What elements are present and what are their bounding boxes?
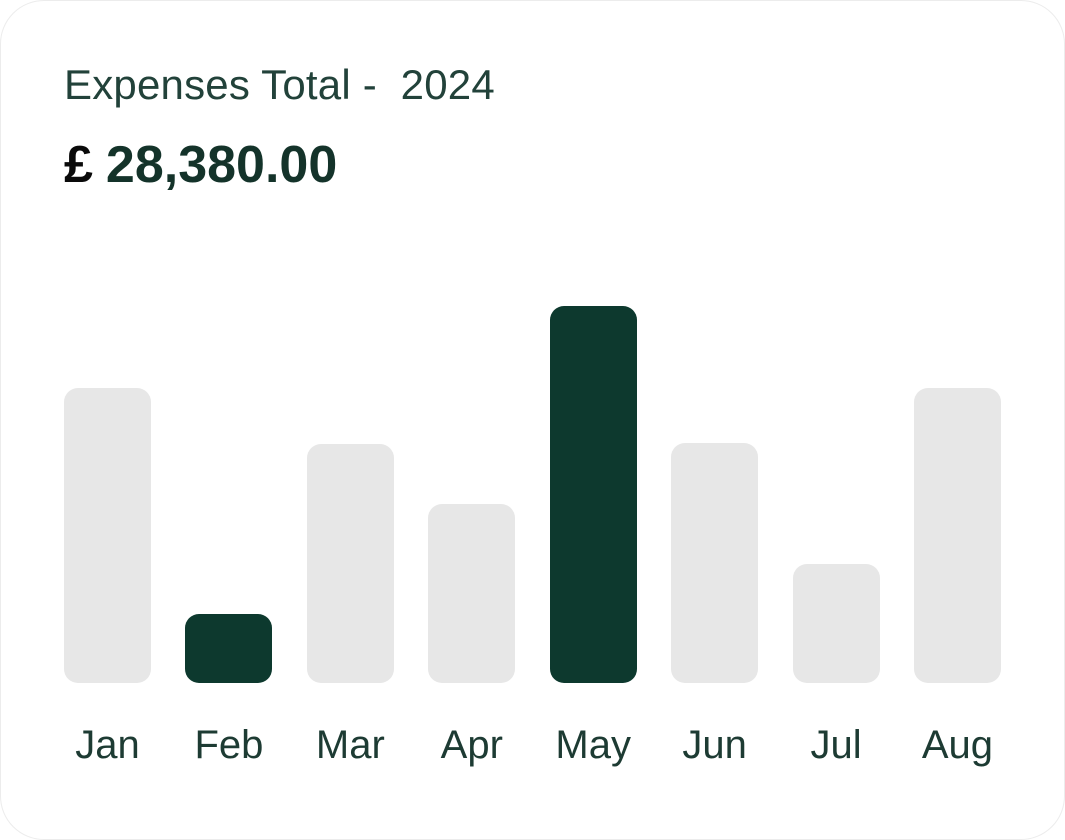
bar-jun[interactable] bbox=[671, 443, 759, 683]
monthly-expenses-bar-chart: Jan Feb Mar Apr May Jun Jul Aug bbox=[64, 306, 1001, 765]
month-label-apr: Apr bbox=[440, 723, 503, 767]
bar-may[interactable] bbox=[549, 306, 637, 683]
bar-jan[interactable] bbox=[64, 388, 151, 683]
card-title: Expenses Total - 2024 bbox=[64, 61, 495, 108]
total-value: 28,380.00 bbox=[105, 136, 338, 194]
month-label-aug: Aug bbox=[921, 723, 994, 767]
bar-mar[interactable] bbox=[306, 444, 394, 683]
total-amount: £ 28,380.00 bbox=[64, 139, 337, 191]
month-label-may: May bbox=[555, 723, 631, 767]
bars-row bbox=[64, 306, 1001, 683]
bar-feb[interactable] bbox=[185, 614, 273, 683]
month-label-mar: Mar bbox=[315, 723, 385, 767]
bar-jul[interactable] bbox=[792, 564, 880, 683]
bar-apr[interactable] bbox=[428, 504, 516, 683]
month-label-jun: Jun bbox=[682, 723, 747, 767]
bar-aug[interactable] bbox=[913, 388, 1001, 683]
month-label-feb: Feb bbox=[194, 723, 264, 767]
month-label-jan: Jan bbox=[75, 723, 140, 767]
month-label-jul: Jul bbox=[810, 723, 862, 767]
month-labels-row: Jan Feb Mar Apr May Jun Jul Aug bbox=[64, 725, 1001, 765]
currency-symbol: £ bbox=[64, 136, 93, 194]
